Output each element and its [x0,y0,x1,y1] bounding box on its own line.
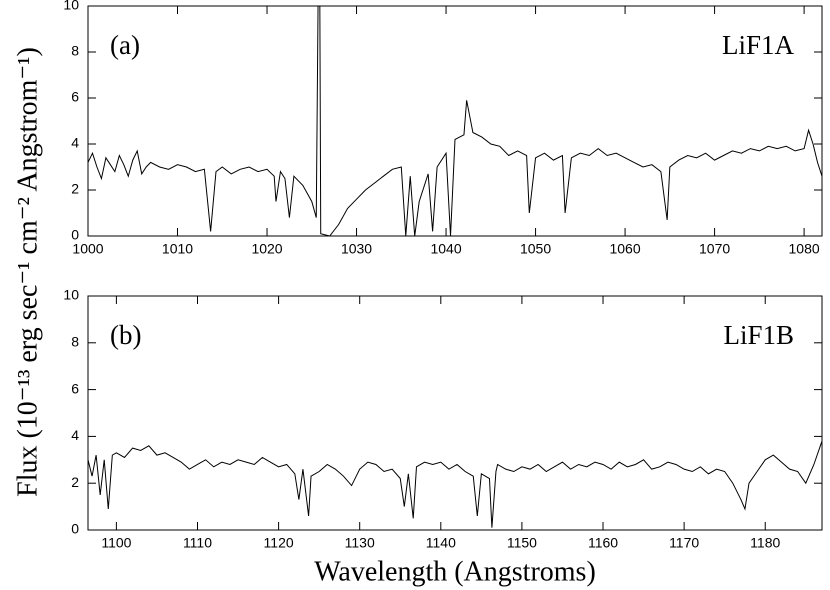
y-tick-label: 10 [63,0,79,13]
x-tick-label: 1150 [507,535,537,551]
x-tick-label: 1000 [72,241,103,257]
x-tick-label: 1060 [609,241,640,257]
y-tick-label: 8 [71,43,79,59]
x-tick-label: 1160 [588,535,618,551]
plot-frame [87,5,823,237]
x-tick-label: 1010 [162,241,193,257]
y-tick-label: 0 [71,521,79,537]
x-tick-label: 1030 [341,241,372,257]
panel-label: (b) [110,320,141,350]
y-tick-label: 6 [71,89,79,105]
x-tick-label: 1110 [183,535,212,551]
x-tick-label: 1140 [426,535,456,551]
x-tick-label: 1130 [345,535,375,551]
y-tick-label: 6 [71,380,79,396]
y-tick-label: 4 [71,427,79,443]
x-tick-label: 1180 [750,535,780,551]
spectrum-line [88,6,822,236]
x-tick-label: 1040 [430,241,461,257]
x-tick-label: 1050 [520,241,551,257]
x-axis-label: Wavelength (Angstroms) [314,556,596,587]
x-tick-label: 1170 [669,535,699,551]
y-tick-label: 2 [71,474,79,490]
x-tick-label: 1100 [101,535,131,551]
x-tick-label: 1020 [251,241,282,257]
x-tick-label: 1120 [264,535,294,551]
spectrum-line [88,440,822,528]
y-tick-label: 4 [71,135,79,151]
detector-label: LiF1A [722,30,795,60]
x-tick-label: 1070 [699,241,730,257]
y-tick-label: 2 [71,181,79,197]
panel-label: (a) [110,30,140,60]
y-tick-label: 0 [71,227,79,243]
y-tick-label: 10 [63,287,79,303]
y-axis-label: Flux (10⁻¹³ erg sec⁻¹ cm⁻² Angstrom⁻¹) [12,47,43,497]
y-tick-label: 8 [71,334,79,350]
x-tick-label: 1080 [789,241,820,257]
plot-frame [87,295,823,531]
detector-label: LiF1B [723,320,794,350]
